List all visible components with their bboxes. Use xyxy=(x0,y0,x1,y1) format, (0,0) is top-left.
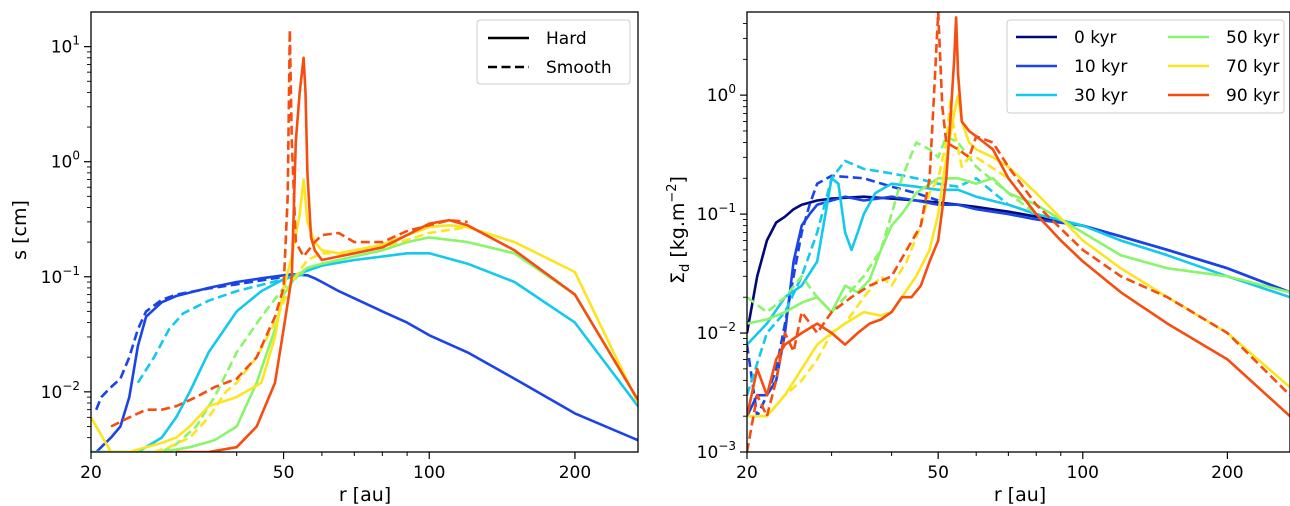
left-y-tick-label: 10−2 xyxy=(41,379,80,403)
right-y-axis-title: Σd [kg.m−2] xyxy=(665,176,693,284)
right-legend-box xyxy=(1006,19,1285,114)
right-legend-label: 50 kyr xyxy=(1226,28,1279,48)
left-x-tick-label: 100 xyxy=(413,463,445,483)
left-legend: Hard Smooth xyxy=(476,19,631,85)
left-series-line-9 xyxy=(110,28,468,428)
left-series-line-7 xyxy=(153,225,468,452)
right-x-tick-label: 100 xyxy=(1067,463,1099,483)
right-x-tick-label: 20 xyxy=(736,463,758,483)
right-series-line-8 xyxy=(747,99,1010,418)
right-y-tick-label: 10−2 xyxy=(697,320,736,344)
left-x-tick-label: 20 xyxy=(80,463,102,483)
left-series-group xyxy=(91,28,638,452)
right-plot-frame xyxy=(746,11,1290,453)
right-x-axis-title: r [au] xyxy=(994,484,1046,506)
left-series-line-1 xyxy=(94,273,304,411)
right-series-line-5 xyxy=(747,177,1290,325)
panel-right: 20 50 100 200 10−3 10−2 10−1 100 r [au] Σd [kg.… xyxy=(665,11,1290,506)
right-series-line-3 xyxy=(747,177,1290,346)
right-legend-label: 0 kyr xyxy=(1074,28,1117,48)
right-y-end: ] xyxy=(667,176,689,183)
panel-left: 20 50 100 200 10−2 10−1 100 101 r [au] s [cm] H… xyxy=(9,11,639,506)
right-x-tick-label: 50 xyxy=(927,463,949,483)
right-series-line-7 xyxy=(747,93,1290,418)
left-series-line-4 xyxy=(91,236,638,452)
right-y-tick-label: 100 xyxy=(707,82,736,106)
right-y-sup: −2 xyxy=(665,183,680,202)
right-y-tick-label: 10−3 xyxy=(697,439,736,463)
left-series-line-0 xyxy=(95,272,638,452)
left-series-line-3 xyxy=(136,273,304,384)
right-series-line-10 xyxy=(747,12,1290,452)
right-y-sub: d xyxy=(678,264,693,272)
left-y-tick-label: 100 xyxy=(51,149,80,173)
right-series-line-4 xyxy=(747,159,1084,396)
right-legend-label: 30 kyr xyxy=(1074,86,1127,106)
left-series-line-6 xyxy=(91,178,638,452)
left-plot-frame xyxy=(90,11,639,453)
right-series-line-1 xyxy=(747,195,1290,417)
right-plot-area xyxy=(746,11,1290,453)
left-x-tick-label: 200 xyxy=(559,463,591,483)
right-y-tick-label: 10−1 xyxy=(697,201,736,225)
right-legend-label: 90 kyr xyxy=(1226,86,1279,106)
left-x-axis-title: r [au] xyxy=(339,484,391,506)
right-axis-ticks: 20 50 100 200 10−3 10−2 10−1 100 xyxy=(697,23,1244,483)
right-y-sym: Σ xyxy=(667,272,689,284)
left-series-line-8 xyxy=(176,56,638,452)
right-x-tick-label: 200 xyxy=(1211,463,1243,483)
right-legend-label: 10 kyr xyxy=(1074,57,1127,77)
right-series-group xyxy=(747,12,1290,452)
left-axis-ticks: 20 50 100 200 10−2 10−1 100 101 xyxy=(41,34,591,483)
right-legend: 0 kyr 10 kyr 30 kyr 50 kyr 70 kyr 90 kyr xyxy=(1006,19,1285,114)
left-legend-label: Smooth xyxy=(546,58,612,78)
left-plot-area xyxy=(90,11,639,453)
left-y-tick-label: 101 xyxy=(51,34,80,58)
left-x-tick-label: 50 xyxy=(273,463,295,483)
right-y-main: [kg.m xyxy=(667,203,689,264)
right-legend-label: 70 kyr xyxy=(1226,57,1279,77)
left-y-tick-label: 10−1 xyxy=(41,264,80,288)
left-legend-label: Hard xyxy=(546,29,587,49)
left-y-axis-title: s [cm] xyxy=(9,200,31,260)
right-series-line-6 xyxy=(747,135,1037,314)
